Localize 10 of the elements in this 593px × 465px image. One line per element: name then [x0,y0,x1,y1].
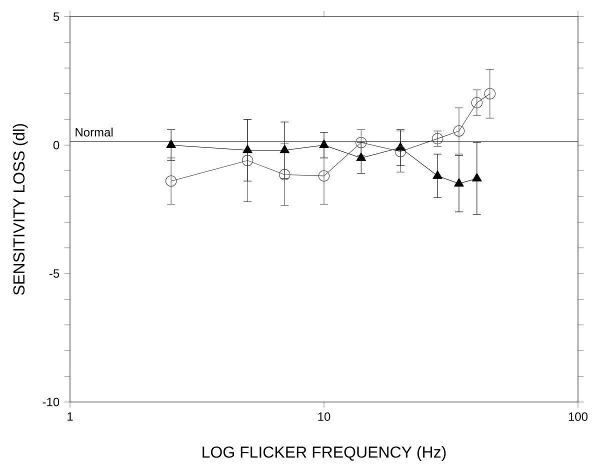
y-tick-label: 0 [53,140,60,150]
x-tick-label: 1 [68,412,73,420]
x-tick-label: 100 [568,412,588,421]
y-axis-title: SENSITIVITY LOSS (dl) [12,124,28,295]
x-axis-title: LOG FLICKER FREQUENCY (Hz) [202,446,446,461]
ref-line-label: Normal [76,128,113,136]
y-tick-label: 5 [53,12,60,21]
y-tick-label: -5 [50,269,60,278]
y-tick-label: -10 [42,398,60,406]
x-tick-label: 10 [318,412,330,421]
